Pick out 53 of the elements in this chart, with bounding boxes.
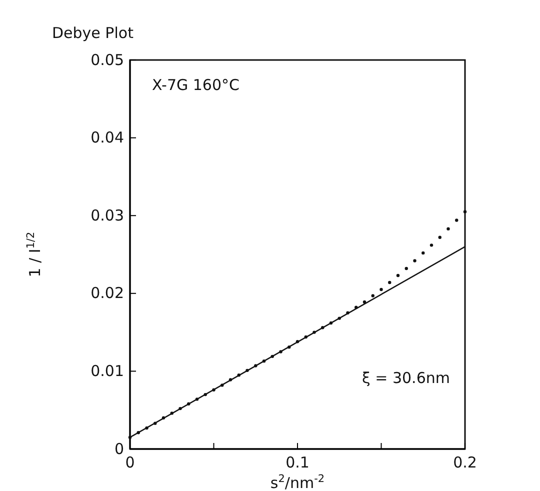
point bbox=[388, 280, 392, 284]
point bbox=[170, 412, 174, 415]
y-tick-label: 0.03 bbox=[90, 206, 124, 224]
point bbox=[354, 306, 358, 310]
point bbox=[279, 350, 282, 354]
point bbox=[237, 373, 240, 377]
point bbox=[362, 300, 366, 304]
x-tick-label: 0.1 bbox=[286, 454, 310, 472]
point bbox=[204, 392, 207, 396]
y-tick-label: 0.04 bbox=[90, 128, 124, 147]
point bbox=[254, 364, 258, 368]
point bbox=[128, 436, 132, 439]
point bbox=[380, 288, 383, 292]
x-axis-title: s$^{2}$/nm$^{-2}$ bbox=[270, 473, 325, 491]
annotation: X-7G 160°C bbox=[152, 76, 240, 94]
y-tick-label: 0.02 bbox=[90, 284, 124, 302]
point bbox=[404, 266, 408, 270]
point bbox=[195, 398, 199, 401]
y-tick-label: 0.05 bbox=[90, 50, 124, 69]
point bbox=[262, 359, 266, 363]
chart-title: Debye Plot bbox=[52, 24, 134, 42]
x-tick-label: 0.2 bbox=[453, 454, 477, 472]
annotation: ξ = 30.6nm bbox=[362, 368, 450, 387]
point bbox=[296, 340, 300, 344]
point bbox=[371, 294, 374, 298]
point bbox=[228, 378, 232, 382]
point bbox=[212, 388, 216, 392]
point bbox=[463, 210, 467, 214]
point bbox=[154, 422, 157, 425]
point bbox=[288, 345, 291, 349]
point bbox=[329, 321, 333, 325]
point bbox=[178, 406, 182, 410]
point bbox=[246, 368, 249, 372]
point bbox=[162, 416, 166, 420]
point bbox=[304, 335, 308, 339]
point bbox=[338, 316, 341, 320]
point bbox=[312, 330, 316, 334]
point bbox=[136, 431, 140, 434]
point bbox=[413, 259, 416, 262]
y-tick-label: 0.01 bbox=[90, 362, 124, 380]
point bbox=[270, 354, 274, 358]
point bbox=[321, 326, 324, 330]
point bbox=[187, 402, 190, 406]
point bbox=[346, 311, 350, 314]
point bbox=[220, 384, 224, 387]
y-tick-label: 0 bbox=[114, 440, 124, 458]
point bbox=[446, 227, 450, 230]
point bbox=[438, 236, 442, 239]
point bbox=[455, 218, 458, 222]
point bbox=[422, 251, 425, 255]
point bbox=[430, 244, 434, 247]
point bbox=[145, 426, 148, 430]
point bbox=[396, 274, 400, 278]
